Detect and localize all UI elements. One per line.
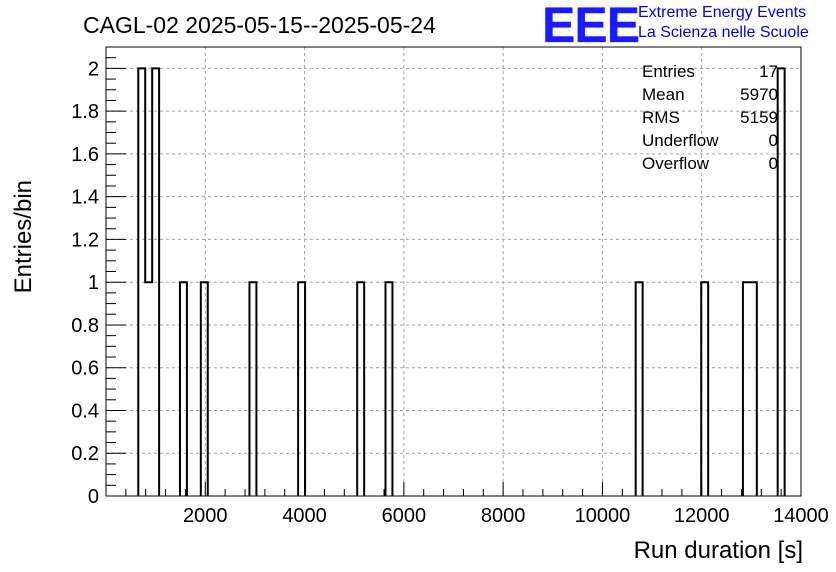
stats-value: 5159 (740, 108, 778, 127)
histogram-step (741, 281, 758, 496)
logo-line-2: La Scienza nelle Scuole (638, 24, 809, 41)
eee-logo-mark: EEE (542, 0, 640, 53)
y-tick-label: 1.4 (71, 187, 99, 209)
x-tick-label: 4000 (282, 505, 327, 527)
histogram-step (248, 281, 258, 496)
grid (106, 47, 801, 496)
y-tick-label: 1.6 (71, 144, 99, 166)
histogram-step (356, 281, 366, 496)
histogram-step (137, 67, 161, 496)
histogram-step (634, 281, 644, 496)
x-tick-label: 2000 (183, 505, 228, 527)
y-tick-label: 0.6 (71, 358, 99, 380)
stats-value: 17 (759, 62, 778, 81)
y-tick-label: 1 (88, 272, 99, 294)
y-tick-label: 2 (88, 58, 99, 80)
x-tick-label: 10000 (575, 505, 631, 527)
stats-label: Underflow (642, 131, 719, 150)
stats-label: Entries (642, 62, 695, 81)
y-tick-label: 1.2 (71, 229, 99, 251)
histogram-step (384, 281, 394, 496)
x-axis-label: Run duration [s] (634, 537, 803, 564)
stats-value: 0 (769, 154, 778, 173)
stats-value: 0 (769, 131, 778, 150)
y-tick-label: 0.4 (71, 400, 99, 422)
eee-logo: EEE Extreme Energy Events La Scienza nel… (540, 0, 830, 53)
chart-title: CAGL-02 2025-05-15--2025-05-24 (83, 12, 436, 38)
histogram-step (776, 67, 786, 496)
x-tick-label: 8000 (481, 505, 526, 527)
y-tick-label: 0 (88, 486, 99, 508)
histogram-step (297, 281, 307, 496)
y-tick-label: 1.8 (71, 101, 99, 123)
y-tick-label: 0.2 (71, 443, 99, 465)
axes: 2000 4000 6000 8000 10000 12000 14000 0 0.2 0.4 0.… (71, 46, 829, 527)
x-tick-label: 14000 (773, 505, 829, 527)
histogram-step (700, 281, 710, 496)
histogram-bars (137, 67, 786, 496)
x-tick-label: 12000 (674, 505, 730, 527)
stats-box: Entries 17 Mean 5970 RMS 5159 Underflow 0 Overfl… (642, 62, 778, 173)
histogram-step (178, 281, 188, 496)
logo-line-1: Extreme Energy Events (638, 4, 807, 21)
y-axis-label: Entries/bin (10, 180, 37, 293)
stats-value: 5970 (740, 85, 778, 104)
stats-label: RMS (642, 108, 680, 127)
stats-label: Overflow (642, 154, 710, 173)
stats-label: Mean (642, 85, 685, 104)
y-tick-label: 0.8 (71, 315, 99, 337)
x-tick-label: 6000 (382, 505, 427, 527)
histogram-step (199, 281, 209, 496)
